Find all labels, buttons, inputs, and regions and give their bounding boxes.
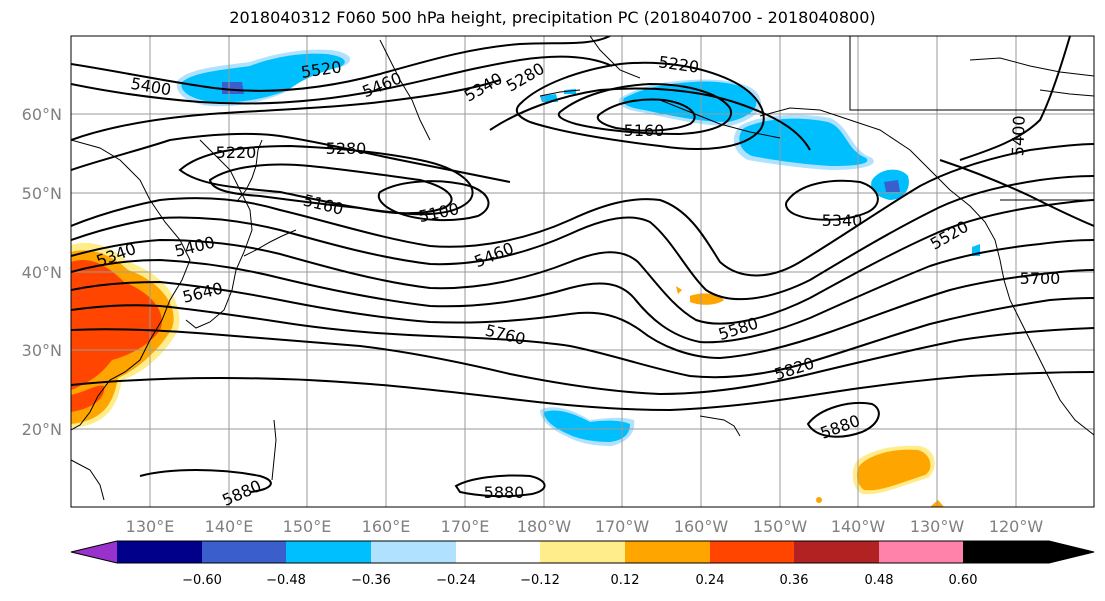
contour-label: 5280	[326, 139, 367, 158]
contour-label: 5340	[822, 211, 863, 230]
colorbar-segment	[540, 541, 625, 563]
lon-label: 140°E	[205, 517, 254, 536]
graticule	[71, 36, 1094, 507]
colorbar-segment	[710, 541, 794, 563]
lon-label: 130°E	[126, 517, 175, 536]
lon-label: 130°W	[910, 517, 965, 536]
precip-positive-southeast-core	[856, 449, 931, 491]
lon-label: 140°W	[831, 517, 886, 536]
coastlines	[71, 36, 1094, 501]
colorbar-outline	[70, 540, 1095, 564]
lat-label: 30°N	[22, 341, 62, 360]
contour-label: 5880	[484, 483, 525, 502]
lat-label: 60°N	[22, 105, 62, 124]
colorbar-segment	[71, 541, 117, 563]
precip-negative-aleutian-core	[623, 81, 757, 122]
lon-label: 160°W	[674, 517, 729, 536]
contour-label: 5700	[1020, 269, 1061, 288]
colorbar-tick-label: 0.36	[780, 573, 809, 588]
colorbar-segment	[879, 541, 963, 563]
colorbar-tick-label: 0.48	[865, 573, 894, 588]
precip-negative-bc-deep	[884, 180, 900, 192]
map-plot-area: 5400 5520 5460 5340 5280 5220 5160 5220 …	[71, 36, 1094, 507]
colorbar-tick-label: 0.24	[696, 573, 725, 588]
lon-label: 170°E	[441, 517, 490, 536]
colorbar-segment	[625, 541, 710, 563]
longitude-labels: 130°E 140°E 150°E 160°E 170°E 180°W 170°…	[126, 517, 1044, 536]
colorbar-ticks: −0.60 −0.48 −0.36 −0.24 −0.12 0.12 0.24 …	[182, 573, 977, 588]
contour-label: 5400	[1008, 115, 1028, 156]
colorbar-tick-label: −0.48	[266, 573, 306, 588]
colorbar-tick-label: −0.12	[520, 573, 560, 588]
precip-negative-hawaii-core	[544, 410, 630, 442]
height-contours	[71, 36, 1094, 498]
colorbar-segment	[794, 541, 879, 563]
precip-positive-asia-red	[71, 385, 105, 412]
colorbar-segment	[286, 541, 371, 563]
colorbar: −0.60 −0.48 −0.36 −0.24 −0.12 0.12 0.24 …	[70, 540, 1095, 588]
colorbar-segment	[456, 541, 540, 563]
colorbar-segment	[117, 541, 202, 563]
colorbar-segment	[963, 541, 1094, 563]
lon-label: 160°E	[362, 517, 411, 536]
colorbar-tick-label: −0.60	[182, 573, 222, 588]
lon-label: 150°E	[283, 517, 332, 536]
lat-label: 40°N	[22, 263, 62, 282]
latitude-labels: 60°N 50°N 40°N 30°N 20°N	[22, 105, 62, 439]
precip-positive-central	[690, 293, 724, 305]
contour-label: 5220	[216, 143, 257, 162]
precip-negative-alaska-gulf-core	[739, 118, 868, 166]
colorbar-segment	[202, 541, 286, 563]
lat-label: 50°N	[22, 184, 62, 203]
lon-label: 170°W	[595, 517, 650, 536]
precip-negative-okhotsk-deep	[222, 82, 244, 94]
contour-label: 5160	[624, 121, 665, 140]
precip-positive-speck	[816, 497, 822, 503]
map-frame	[70, 35, 1095, 508]
colorbar-tick-label: 0.12	[611, 573, 640, 588]
colorbar-segment	[371, 541, 456, 563]
colorbar-tick-label: −0.24	[436, 573, 476, 588]
lon-label: 120°W	[989, 517, 1044, 536]
lon-label: 150°W	[753, 517, 808, 536]
lon-label: 180°W	[517, 517, 572, 536]
colorbar-tick-label: 0.60	[949, 573, 978, 588]
precip-positive-asia-strong	[71, 260, 162, 390]
lat-label: 20°N	[22, 420, 62, 439]
map-title: 2018040312 F060 500 hPa height, precipit…	[229, 8, 876, 27]
colorbar-tick-label: −0.36	[351, 573, 391, 588]
precip-positive-dot	[676, 286, 682, 294]
